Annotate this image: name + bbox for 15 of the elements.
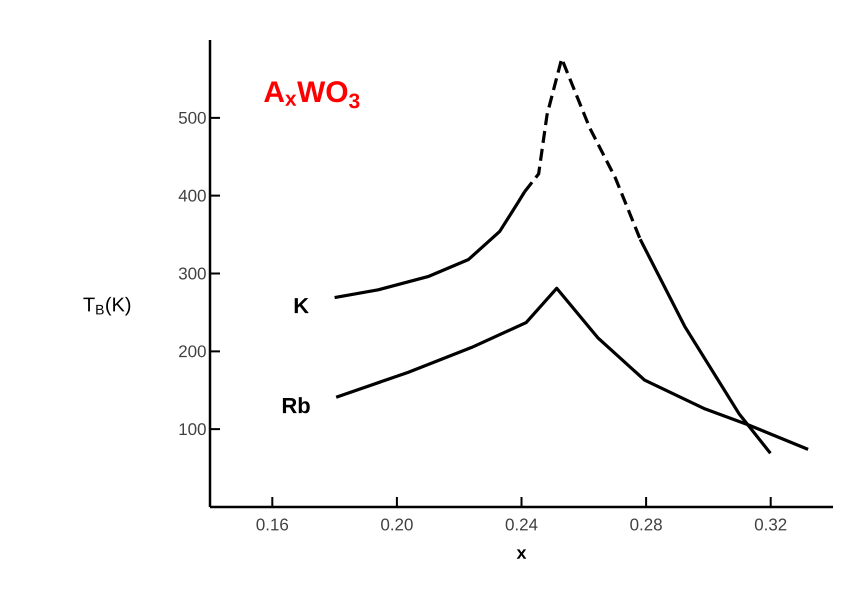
x-tick-label: 0.28 [630,518,662,530]
y-tick-label: 100 [180,423,206,436]
y-tick-label: 200 [179,345,206,358]
x-tick-label: 0.16 [256,518,288,530]
y-tick-label: 500 [178,112,206,124]
series-label: Rb [282,397,310,414]
y-axis-title: T$_{B}$(K) [83,296,130,316]
text: A$_{x}$WO$_{3}$ [264,81,360,108]
x-tick-label: 0.32 [754,518,786,530]
y-tick-label: 400 [178,190,206,202]
series-label: K [294,298,309,314]
x-tick-label: 0.20 [381,518,413,530]
y-tick-label: 300 [178,267,206,280]
x-tick-label: 0.24 [506,518,538,530]
x-axis-title: x [516,549,526,559]
